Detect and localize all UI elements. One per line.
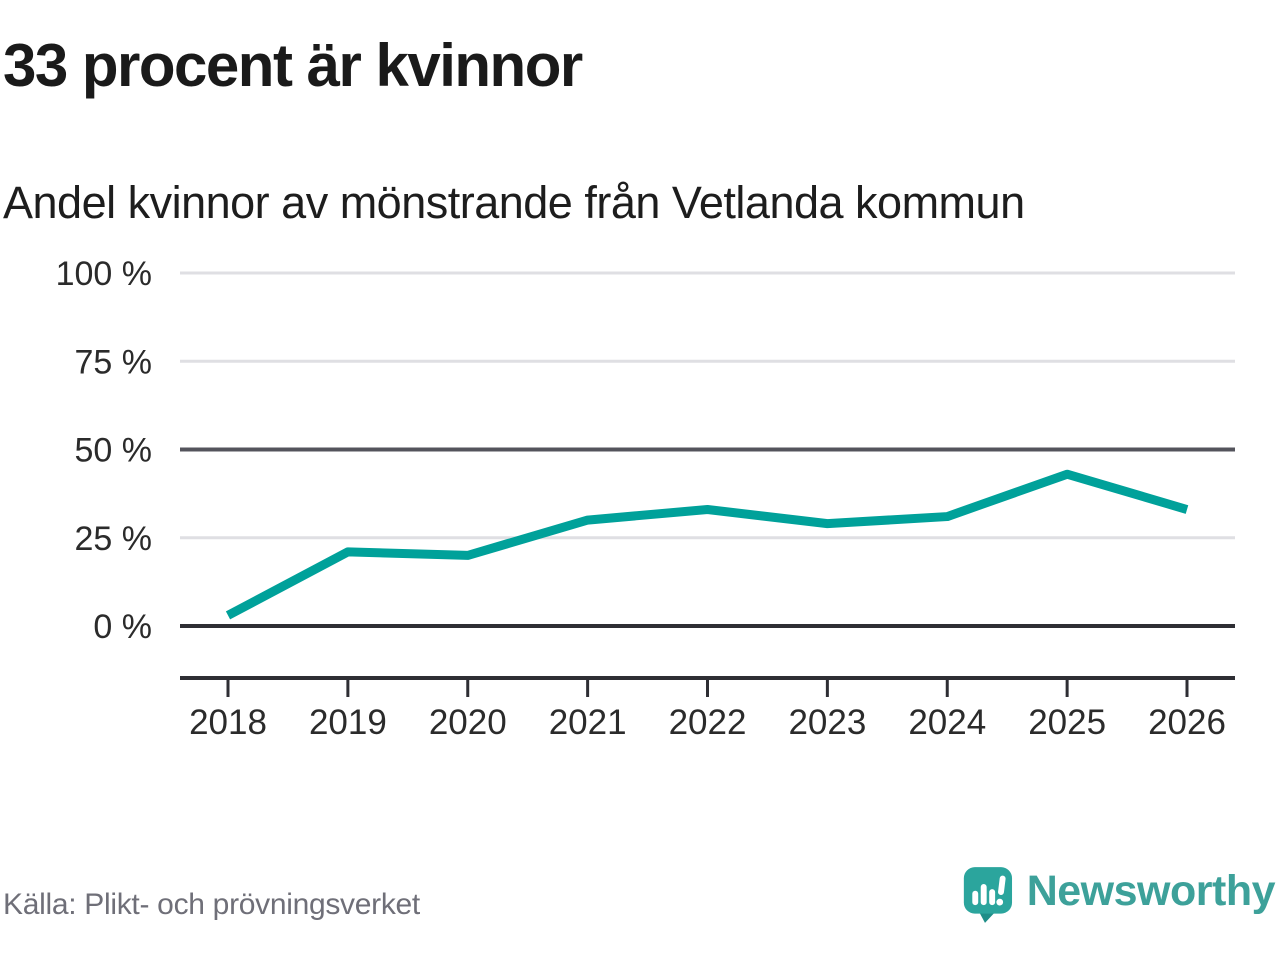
newsworthy-branding: Newsworthy bbox=[963, 860, 1276, 930]
x-axis-tick-label: 2024 bbox=[908, 703, 986, 742]
x-axis-tick-label: 2023 bbox=[788, 703, 866, 742]
x-axis-tick-label: 2019 bbox=[309, 703, 387, 742]
newsworthy-speech-bubble-bar-chart-icon bbox=[963, 867, 1013, 923]
x-axis-tick-label: 2026 bbox=[1148, 703, 1226, 742]
x-axis-tick-label: 2021 bbox=[549, 703, 627, 742]
y-axis-tick-label: 50 % bbox=[75, 432, 153, 470]
newsworthy-wordmark: Newsworthy bbox=[1026, 866, 1276, 915]
y-axis-tick-label: 25 % bbox=[75, 520, 153, 558]
x-axis-tick-label: 2025 bbox=[1028, 703, 1106, 742]
chart-title: 33 procent är kvinnor bbox=[3, 32, 583, 99]
chart-subtitle: Andel kvinnor av mönstrande från Vetland… bbox=[3, 177, 1025, 228]
y-axis-tick-label: 0 % bbox=[93, 608, 152, 646]
line-chart: 0 % 25 % 50 % 75 % 100 % 2018 2019 2020 2021 2022… bbox=[56, 255, 1235, 742]
source-attribution: Källa: Plikt- och prövningsverket bbox=[3, 888, 420, 921]
x-axis-tick-label: 2020 bbox=[429, 703, 507, 742]
logo-exclamation-glyph bbox=[996, 875, 1006, 906]
y-axis-tick-label: 75 % bbox=[75, 343, 153, 381]
x-axis-tick-label: 2022 bbox=[669, 703, 747, 742]
y-axis-tick-label: 100 % bbox=[56, 255, 152, 293]
logo-bar-chart-glyph bbox=[972, 875, 1006, 906]
x-axis-tick-label: 2018 bbox=[189, 703, 267, 742]
data-line bbox=[225, 469, 1189, 620]
